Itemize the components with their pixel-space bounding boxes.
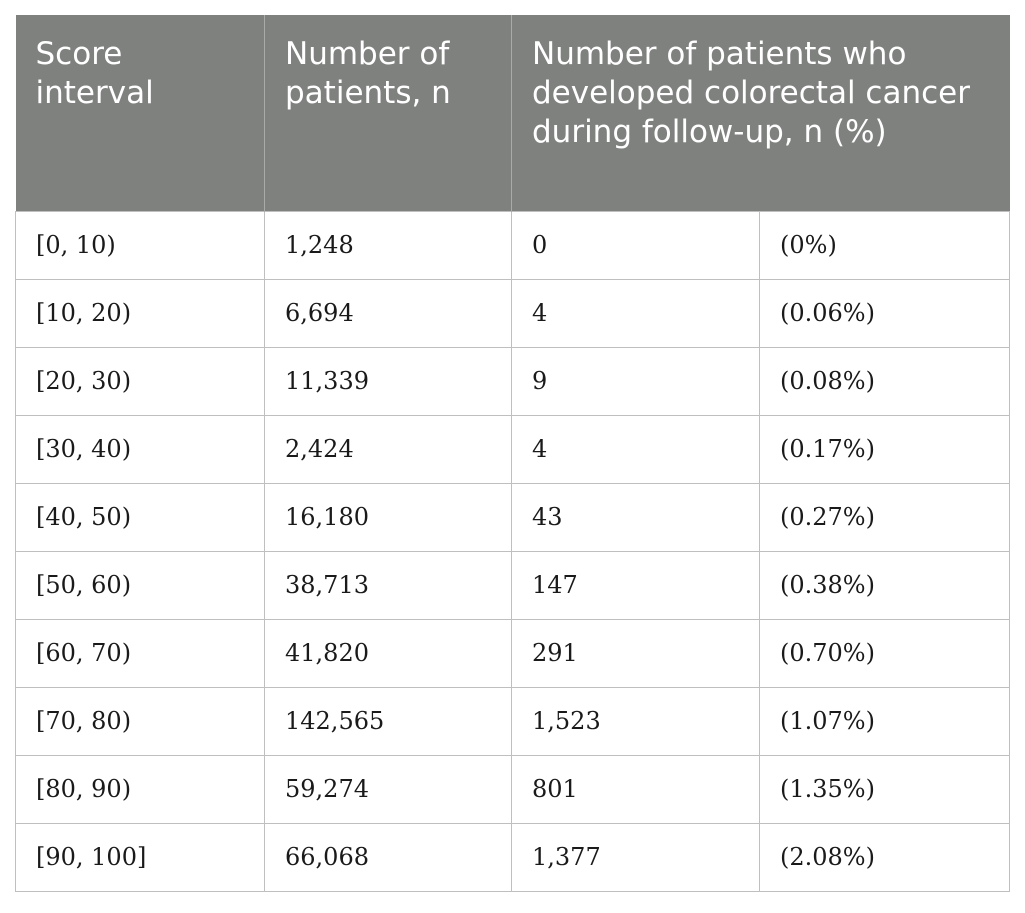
cell-cancer-count: 801 [511, 754, 760, 824]
cell-cancer-count: 43 [511, 482, 760, 552]
cell-score-interval: [60, 70) [15, 618, 265, 688]
cell-number-of-patients: 66,068 [264, 822, 512, 892]
table-row: [20, 30) 11,339 9 (0.08%) [15, 346, 1011, 416]
cell-cancer-percent: (2.08%) [758, 822, 1011, 892]
cell-number-of-patients: 1,248 [264, 210, 512, 280]
cell-cancer-count: 1,523 [511, 686, 760, 756]
header-score-interval: Score interval [15, 15, 265, 211]
cell-number-of-patients: 59,274 [264, 754, 512, 824]
cell-cancer-count: 147 [511, 550, 760, 620]
header-developed-cancer: Number of patients who developed colorec… [510, 15, 1010, 211]
cell-score-interval: [70, 80) [15, 686, 265, 756]
cell-score-interval: [90, 100] [15, 822, 265, 892]
cell-cancer-count: 9 [511, 346, 760, 416]
table-row: [90, 100] 66,068 1,377 (2.08%) [15, 822, 1011, 892]
table-row: [80, 90) 59,274 801 (1.35%) [15, 754, 1011, 824]
cell-cancer-percent: (0.70%) [758, 618, 1011, 688]
cell-cancer-percent: (1.07%) [758, 686, 1011, 756]
cell-cancer-percent: (0.06%) [758, 278, 1011, 348]
table-body: [0, 10) 1,248 0 (0%) [10, 20) 6,694 4 (0… [15, 210, 1011, 892]
table-row: [0, 10) 1,248 0 (0%) [15, 210, 1011, 280]
header-row: Score interval Number of patients, n Num… [15, 15, 1010, 211]
cell-cancer-count: 4 [511, 414, 760, 484]
table-row: [60, 70) 41,820 291 (0.70%) [15, 618, 1011, 688]
table-row: [30, 40) 2,424 4 (0.17%) [15, 414, 1011, 484]
header-number-of-patients: Number of patients, n [264, 15, 512, 211]
cell-number-of-patients: 16,180 [264, 482, 512, 552]
cell-number-of-patients: 38,713 [264, 550, 512, 620]
cell-cancer-percent: (0.38%) [758, 550, 1011, 620]
cell-score-interval: [80, 90) [15, 754, 265, 824]
cell-cancer-percent: (1.35%) [758, 754, 1011, 824]
cell-cancer-count: 1,377 [511, 822, 760, 892]
cell-cancer-percent: (0%) [758, 210, 1011, 280]
cell-score-interval: [20, 30) [15, 346, 265, 416]
table-row: [10, 20) 6,694 4 (0.06%) [15, 278, 1011, 348]
table-row: [50, 60) 38,713 147 (0.38%) [15, 550, 1011, 620]
cell-cancer-percent: (0.08%) [758, 346, 1011, 416]
cell-number-of-patients: 2,424 [264, 414, 512, 484]
table-row: [70, 80) 142,565 1,523 (1.07%) [15, 686, 1011, 756]
cell-cancer-count: 0 [511, 210, 760, 280]
cell-number-of-patients: 11,339 [264, 346, 512, 416]
cell-score-interval: [40, 50) [15, 482, 265, 552]
cell-number-of-patients: 6,694 [264, 278, 512, 348]
cell-number-of-patients: 142,565 [264, 686, 512, 756]
cell-score-interval: [50, 60) [15, 550, 265, 620]
cell-cancer-percent: (0.17%) [758, 414, 1011, 484]
cell-cancer-count: 4 [511, 278, 760, 348]
cell-score-interval: [10, 20) [15, 278, 265, 348]
cell-score-interval: [0, 10) [15, 210, 265, 280]
data-table-container: Score interval Number of patients, n Num… [15, 15, 1011, 892]
score-interval-table: Score interval Number of patients, n Num… [15, 15, 1011, 892]
cell-cancer-count: 291 [511, 618, 760, 688]
table-row: [40, 50) 16,180 43 (0.27%) [15, 482, 1011, 552]
cell-cancer-percent: (0.27%) [758, 482, 1011, 552]
cell-score-interval: [30, 40) [15, 414, 265, 484]
table-header: Score interval Number of patients, n Num… [15, 15, 1010, 211]
cell-number-of-patients: 41,820 [264, 618, 512, 688]
